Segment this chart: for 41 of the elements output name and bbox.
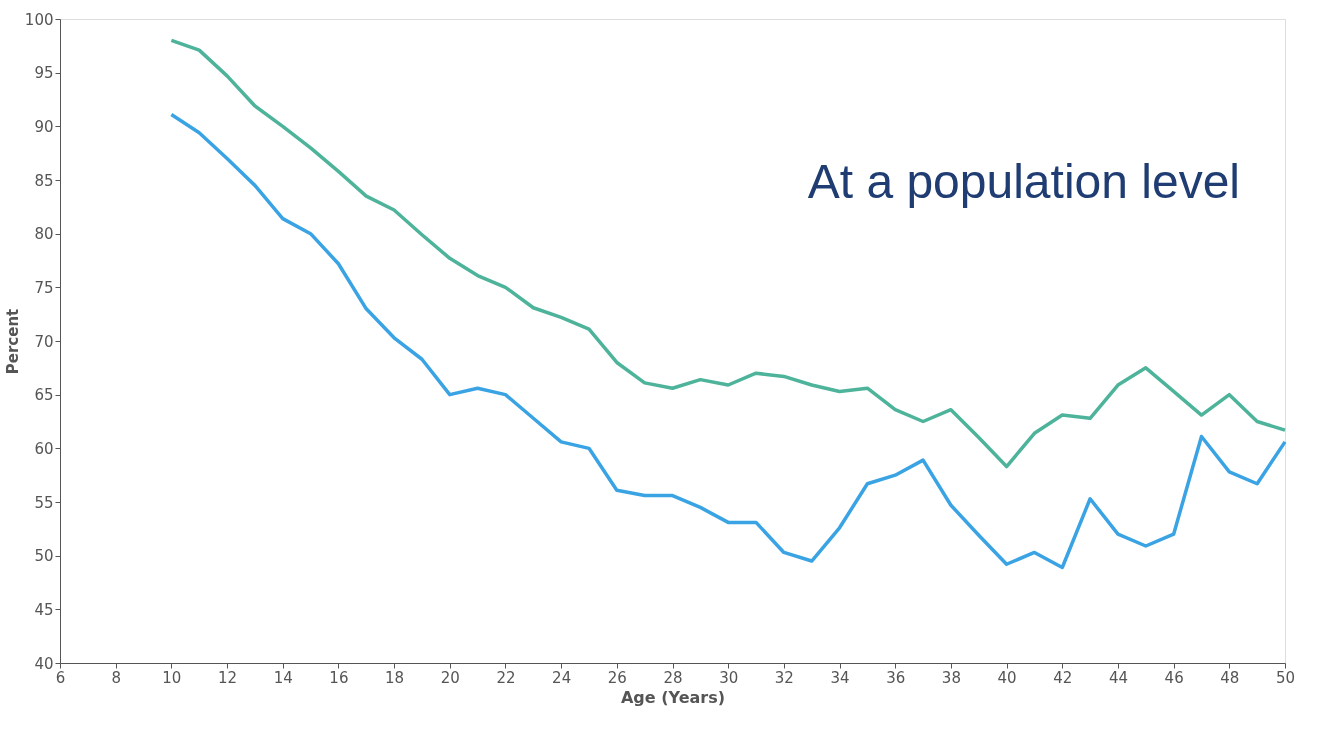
x-tick-label: 36	[886, 668, 906, 687]
x-tick-label: 8	[111, 668, 121, 687]
x-tick-label: 30	[719, 668, 739, 687]
x-tick-label: 18	[385, 668, 405, 687]
y-tick-label: 50	[34, 547, 54, 566]
x-tick-label: 12	[218, 668, 238, 687]
line-series	[169, 112, 1287, 570]
x-tick-label: 40	[997, 668, 1017, 687]
y-tick-label: 90	[34, 117, 54, 136]
x-tick-label: 38	[941, 668, 961, 687]
x-tick-label: 50	[1275, 668, 1296, 687]
x-tick-label: 42	[1053, 668, 1073, 687]
x-tick-label: 34	[830, 668, 850, 687]
x-tick-label: 14	[273, 668, 293, 687]
y-tick-label: 55	[34, 493, 54, 512]
line-series	[169, 38, 1287, 469]
x-tick-label: 16	[329, 668, 349, 687]
x-tick-label: 46	[1164, 668, 1184, 687]
y-tick-label: 45	[34, 600, 54, 619]
x-tick-label: 44	[1108, 668, 1128, 687]
x-tick-label: 20	[440, 668, 460, 687]
x-tick-label: 10	[162, 668, 182, 687]
annotation: At a population level	[807, 155, 1240, 208]
y-tick-label: 40	[34, 654, 54, 673]
x-tick-label: 28	[663, 668, 683, 687]
x-tick-label: 26	[607, 668, 627, 687]
y-tick-label: 100	[24, 10, 54, 29]
y-tick-label: 65	[34, 386, 54, 405]
y-tick-label: 70	[34, 332, 54, 351]
y-tick-label: 85	[34, 171, 54, 190]
x-tick-label: 22	[496, 668, 516, 687]
y-tick-label: 60	[34, 439, 54, 458]
y-tick-label: 75	[34, 278, 54, 297]
y-tick-label: 95	[34, 64, 54, 83]
y-tick-label: 80	[34, 225, 54, 244]
x-tick-label: 6	[55, 668, 66, 687]
x-axis-title: Age (Years)	[620, 687, 726, 707]
x-tick-label: 48	[1220, 668, 1240, 687]
y-axis-title: Percent	[3, 308, 22, 375]
x-tick-label: 24	[552, 668, 572, 687]
x-tick-label: 32	[774, 668, 794, 687]
